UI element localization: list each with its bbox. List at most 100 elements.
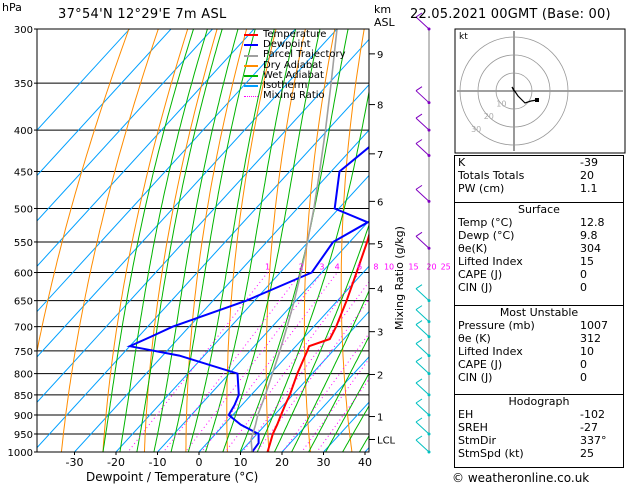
mixing-ratio-line: [127, 272, 268, 452]
row-value: 0: [580, 281, 587, 294]
wind-barb-dot: [427, 320, 431, 324]
dry-adiabat-line: [412, 0, 439, 469]
wet-adiabat-line: [273, 223, 369, 452]
legend-label: Parcel Trajectory: [263, 49, 346, 61]
hodograph-ring-label: 10: [496, 100, 506, 109]
wind-barb: [415, 361, 430, 374]
mixing-ratio-label: 25: [441, 263, 451, 272]
wet-adiabat-line: [239, 29, 349, 452]
pressure-tick-label: 550: [14, 238, 33, 249]
most-unstable-box: Most Unstable Pressure (mb) 1007 θe (K) 312…: [454, 305, 624, 395]
table-row: CIN (J) 0: [455, 371, 623, 384]
dry-adiabat-line: [185, 29, 248, 452]
mixing-ratio-label: 3: [319, 263, 324, 272]
series-temperature: [266, 232, 369, 452]
mixing-ratio-line: [281, 332, 369, 452]
row-label: Lifted Index: [458, 255, 523, 268]
mixing-ratio-label: 15: [408, 263, 418, 272]
mixing-ratio-line: [316, 378, 369, 452]
copyright: © weatheronline.co.uk: [452, 471, 590, 485]
wind-barb-flag: [415, 305, 423, 311]
wet-adiabat-line: [170, 29, 256, 452]
isotherm-line: [37, 38, 369, 404]
hpa-label: hPa: [2, 1, 22, 14]
row-label: CIN (J): [458, 371, 493, 384]
wind-barb-dot: [427, 153, 431, 157]
wind-barb-flag: [415, 339, 423, 344]
row-value: -39: [580, 156, 598, 169]
wind-barb-flag: [415, 139, 423, 144]
location-title: 37°54'N 12°29'E 7m ASL: [58, 7, 227, 22]
table-row: StmDir 337°: [455, 434, 623, 447]
legend-swatch: [244, 44, 258, 47]
row-label: Lifted Index: [458, 345, 523, 358]
wind-barb-dot: [427, 299, 431, 303]
row-value: 12.8: [580, 216, 605, 229]
wind-barb-dot: [427, 246, 431, 250]
dry-adiabat-line: [226, 29, 277, 452]
legend-swatch: [244, 95, 258, 97]
wind-barb-flag: [415, 113, 423, 119]
row-label: StmDir: [458, 434, 497, 447]
table-row: SREH -27: [455, 421, 623, 434]
wet-adiabat-line: [342, 404, 369, 452]
wind-barb: [415, 343, 430, 356]
legend-item: Temperature: [244, 29, 346, 40]
isotherm-line: [37, 29, 297, 313]
wet-adiabat-line: [153, 29, 239, 452]
asl-label: ASL: [374, 16, 395, 29]
table-row: Lifted Index 10: [455, 345, 623, 358]
wet-adiabat-line: [119, 29, 208, 452]
mixing-ratio-label: 8: [373, 263, 378, 272]
temp-tick-label: 0: [196, 456, 203, 469]
hodograph-trace: [511, 86, 538, 104]
pressure-tick-label: 750: [14, 347, 33, 358]
mixing-ratio-axis-label: Mixing Ratio (g/kg): [393, 226, 406, 330]
row-label: θe(K): [458, 242, 488, 255]
wind-barb-flag: [415, 378, 423, 384]
wind-barb-flag: [415, 12, 423, 18]
indices-box: K -39 Totals Totals 20 PW (cm) 1.1: [454, 155, 624, 203]
wind-barb-flag: [415, 184, 423, 190]
most-unstable-title: Most Unstable: [499, 306, 579, 319]
row-value: -27: [580, 421, 598, 434]
row-value: 0: [580, 268, 587, 281]
legend-swatch: [244, 34, 258, 37]
isotherm-line: [37, 29, 214, 222]
wind-barb: [415, 421, 430, 435]
wind-barb: [415, 402, 430, 416]
table-row: EH -102: [455, 408, 623, 421]
row-value: 25: [580, 447, 594, 460]
mixing-ratio-line: [255, 298, 369, 452]
wind-barb-dot: [427, 27, 431, 31]
row-value: 9.8: [580, 229, 598, 242]
wind-barb-dot: [427, 372, 431, 376]
pressure-tick-label: 600: [14, 269, 33, 280]
table-row: PW (cm) 1.1: [455, 182, 623, 195]
hodograph-ring-label: 30: [471, 125, 481, 134]
row-value: 337°: [580, 434, 607, 447]
table-row: Totals Totals 20: [455, 169, 623, 182]
isotherm-line: [198, 265, 369, 452]
row-label: SREH: [458, 421, 488, 434]
legend-swatch: [244, 74, 258, 77]
table-row: θe(K) 304: [455, 242, 623, 255]
mixing-ratio-line: [224, 272, 360, 452]
table-row: Lifted Index 15: [455, 255, 623, 268]
wind-barb-flag: [415, 398, 423, 404]
wet-adiabat-line: [102, 29, 195, 452]
row-value: 312: [580, 332, 601, 345]
wind-barb-flag: [415, 284, 423, 290]
mixing-ratio-line: [301, 358, 369, 452]
wind-barb-dot: [427, 354, 431, 358]
legend-label: Wet Adiabat: [263, 69, 324, 81]
isotherm-line: [73, 129, 369, 452]
pressure-tick-label: 850: [14, 391, 33, 402]
km-label: km: [374, 3, 392, 16]
row-label: θe (K): [458, 332, 491, 345]
row-value: 1007: [580, 319, 608, 332]
wind-barb-dot: [427, 101, 431, 105]
temp-tick-label: 30: [317, 456, 331, 469]
hodograph-ring: [459, 36, 569, 146]
